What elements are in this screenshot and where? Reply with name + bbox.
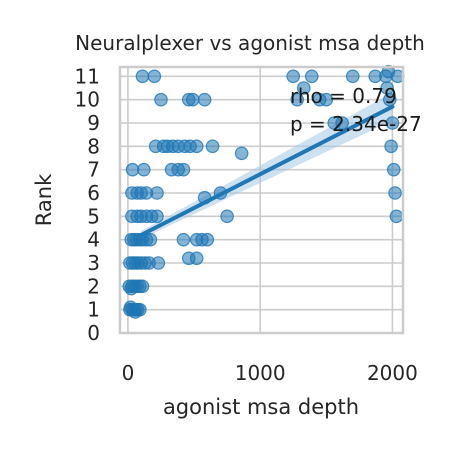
data-point-57 bbox=[197, 92, 212, 107]
data-point-13 bbox=[135, 279, 150, 294]
data-point-88 bbox=[389, 209, 404, 224]
data-point-65 bbox=[189, 251, 204, 266]
y-tick-label-6: 6 bbox=[87, 181, 100, 205]
data-point-87 bbox=[388, 186, 402, 200]
data-point-85 bbox=[385, 116, 400, 130]
data-point-76 bbox=[319, 92, 334, 107]
x-tick-labels: 0 1000 2000 bbox=[122, 361, 418, 385]
regression-line bbox=[139, 104, 395, 237]
data-point-53 bbox=[189, 139, 204, 154]
data-point-58 bbox=[135, 69, 150, 84]
y-tick-label-8: 8 bbox=[87, 134, 100, 158]
data-point-42 bbox=[137, 162, 151, 177]
data-point-73 bbox=[297, 81, 311, 95]
data-point-90 bbox=[379, 69, 393, 84]
y-tick-label-2: 2 bbox=[87, 274, 100, 298]
y-tick-label-7: 7 bbox=[87, 158, 100, 182]
data-point-79 bbox=[345, 69, 360, 84]
p-value-annotation: p = 2.34e-27 bbox=[290, 112, 422, 136]
y-tick-label-0: 0 bbox=[87, 321, 100, 345]
plot-frame bbox=[118, 65, 405, 335]
data-point-41 bbox=[125, 162, 140, 177]
y-tick-label-10: 10 bbox=[75, 88, 100, 112]
data-point-7 bbox=[128, 305, 143, 319]
data-point-22 bbox=[151, 256, 166, 270]
data-point-29 bbox=[143, 232, 158, 247]
data-point-35 bbox=[150, 209, 164, 224]
y-tick-label-9: 9 bbox=[87, 111, 100, 135]
data-point-84 bbox=[384, 139, 398, 154]
x-axis-label: agonist msa depth bbox=[163, 395, 359, 419]
data-point-40 bbox=[150, 186, 164, 200]
data-point-63 bbox=[176, 232, 191, 247]
y-tick-label-4: 4 bbox=[87, 228, 100, 252]
data-point-71 bbox=[286, 69, 301, 84]
data-point-86 bbox=[386, 162, 401, 177]
data-point-74 bbox=[304, 69, 319, 84]
x-tick-label-1: 1000 bbox=[235, 361, 286, 385]
chart-title: Neuralplexer vs agonist msa depth bbox=[75, 31, 425, 55]
data-point-56 bbox=[185, 92, 200, 107]
data-point-78 bbox=[335, 116, 349, 130]
data-point-59 bbox=[147, 69, 162, 84]
data-point-62 bbox=[200, 232, 215, 247]
x-tick-label-0: 0 bbox=[122, 361, 135, 385]
data-point-45 bbox=[176, 162, 191, 177]
data-point-14 bbox=[124, 281, 139, 296]
scatter-points bbox=[122, 64, 405, 319]
data-point-72 bbox=[290, 92, 305, 107]
y-tick-label-1: 1 bbox=[87, 298, 100, 322]
data-point-54 bbox=[154, 92, 168, 107]
y-tick-label-11: 11 bbox=[75, 64, 100, 88]
data-point-70 bbox=[205, 139, 220, 154]
y-tick-label-3: 3 bbox=[87, 251, 100, 275]
rho-annotation: rho = 0.79 bbox=[290, 84, 397, 108]
data-point-67 bbox=[220, 209, 234, 224]
x-tick-label-2: 2000 bbox=[367, 361, 418, 385]
y-tick-label-5: 5 bbox=[87, 204, 100, 228]
y-axis-label: Rank bbox=[32, 173, 56, 226]
regression-line-layer bbox=[139, 104, 395, 237]
data-point-68 bbox=[234, 146, 249, 161]
